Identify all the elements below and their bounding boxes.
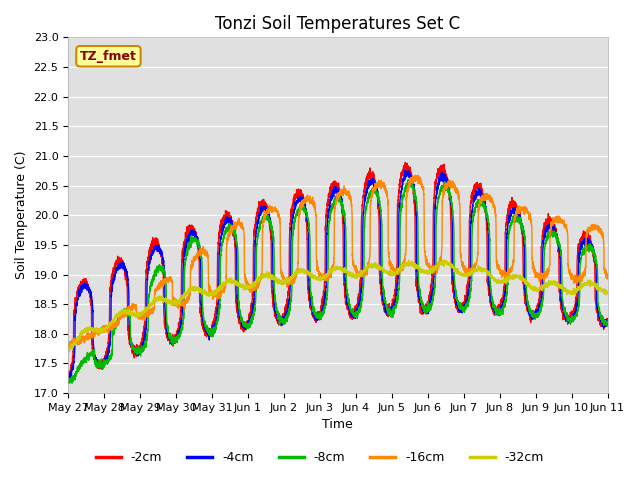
Line: -16cm: -16cm xyxy=(68,175,607,348)
-32cm xyxy=(490,276,497,281)
-32cm xyxy=(65,348,72,354)
-32cm xyxy=(161,298,169,303)
-32cm xyxy=(604,289,611,295)
Line: -8cm: -8cm xyxy=(68,180,607,384)
-32cm xyxy=(429,269,436,275)
-4cm xyxy=(429,287,436,292)
-8cm xyxy=(404,177,412,182)
Legend: -2cm, -4cm, -8cm, -16cm, -32cm: -2cm, -4cm, -8cm, -16cm, -32cm xyxy=(91,446,549,469)
-8cm xyxy=(490,300,497,305)
-2cm xyxy=(318,297,326,303)
Line: -4cm: -4cm xyxy=(68,170,607,383)
-8cm xyxy=(459,304,467,310)
-4cm xyxy=(401,168,409,173)
-32cm xyxy=(405,257,413,263)
Text: TZ_fmet: TZ_fmet xyxy=(80,50,137,63)
-2cm xyxy=(604,320,611,325)
-8cm xyxy=(64,376,72,382)
-2cm xyxy=(429,259,436,265)
-4cm xyxy=(64,374,72,380)
-4cm xyxy=(603,322,611,328)
-2cm xyxy=(459,304,467,310)
-16cm xyxy=(415,172,422,178)
-2cm xyxy=(490,310,497,316)
-32cm xyxy=(64,347,72,353)
-32cm xyxy=(459,273,467,278)
-16cm xyxy=(318,276,326,281)
-4cm xyxy=(65,380,73,386)
-4cm xyxy=(161,310,169,316)
-16cm xyxy=(603,270,611,276)
Line: -32cm: -32cm xyxy=(68,260,607,351)
-16cm xyxy=(161,280,169,286)
-16cm xyxy=(64,342,72,348)
-8cm xyxy=(603,322,611,328)
-16cm xyxy=(604,276,611,282)
-16cm xyxy=(65,345,72,351)
-16cm xyxy=(429,267,436,273)
-4cm xyxy=(318,308,326,314)
-8cm xyxy=(429,297,436,303)
Title: Tonzi Soil Temperatures Set C: Tonzi Soil Temperatures Set C xyxy=(215,15,460,33)
-2cm xyxy=(603,322,611,327)
-2cm xyxy=(65,377,72,383)
Y-axis label: Soil Temperature (C): Soil Temperature (C) xyxy=(15,151,28,279)
Line: -2cm: -2cm xyxy=(68,162,607,380)
-4cm xyxy=(490,304,497,310)
-2cm xyxy=(161,326,169,332)
-8cm xyxy=(161,271,169,276)
-8cm xyxy=(318,311,326,316)
-16cm xyxy=(459,262,467,268)
-8cm xyxy=(604,321,611,327)
-32cm xyxy=(603,288,611,294)
-2cm xyxy=(64,375,72,381)
-2cm xyxy=(401,159,409,165)
-16cm xyxy=(490,204,497,210)
-8cm xyxy=(65,381,72,386)
-4cm xyxy=(459,306,467,312)
-4cm xyxy=(604,322,611,328)
X-axis label: Time: Time xyxy=(323,419,353,432)
-32cm xyxy=(318,275,326,280)
